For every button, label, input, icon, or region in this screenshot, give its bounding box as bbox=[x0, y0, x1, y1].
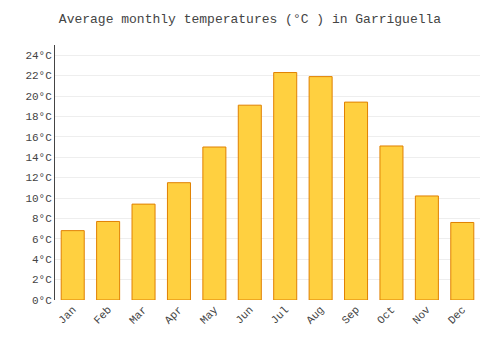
svg-text:24°C: 24°C bbox=[25, 50, 52, 62]
svg-text:22°C: 22°C bbox=[25, 70, 52, 82]
svg-text:Jan: Jan bbox=[56, 304, 78, 326]
svg-text:Mar: Mar bbox=[127, 304, 149, 326]
svg-text:Nov: Nov bbox=[410, 304, 433, 327]
svg-text:May: May bbox=[198, 304, 221, 327]
svg-text:10°C: 10°C bbox=[25, 193, 52, 205]
svg-text:Apr: Apr bbox=[162, 304, 184, 326]
svg-text:Sep: Sep bbox=[340, 304, 362, 326]
svg-text:16°C: 16°C bbox=[25, 132, 52, 144]
svg-text:Feb: Feb bbox=[92, 304, 114, 326]
svg-text:Dec: Dec bbox=[446, 304, 468, 326]
svg-text:8°C: 8°C bbox=[32, 213, 52, 225]
svg-text:Aug: Aug bbox=[304, 304, 326, 326]
svg-text:12°C: 12°C bbox=[25, 172, 52, 184]
svg-text:14°C: 14°C bbox=[25, 152, 52, 164]
svg-text:18°C: 18°C bbox=[25, 111, 52, 123]
svg-text:20°C: 20°C bbox=[25, 91, 52, 103]
svg-text:Average monthly temperatures (: Average monthly temperatures (°C ) in Ga… bbox=[59, 12, 441, 27]
svg-text:Oct: Oct bbox=[375, 304, 397, 326]
svg-text:Jul: Jul bbox=[269, 304, 291, 326]
svg-text:4°C: 4°C bbox=[32, 254, 52, 266]
svg-text:Jun: Jun bbox=[233, 304, 255, 326]
svg-text:6°C: 6°C bbox=[32, 234, 52, 246]
svg-text:2°C: 2°C bbox=[32, 274, 52, 286]
svg-text:0°C: 0°C bbox=[32, 295, 52, 307]
